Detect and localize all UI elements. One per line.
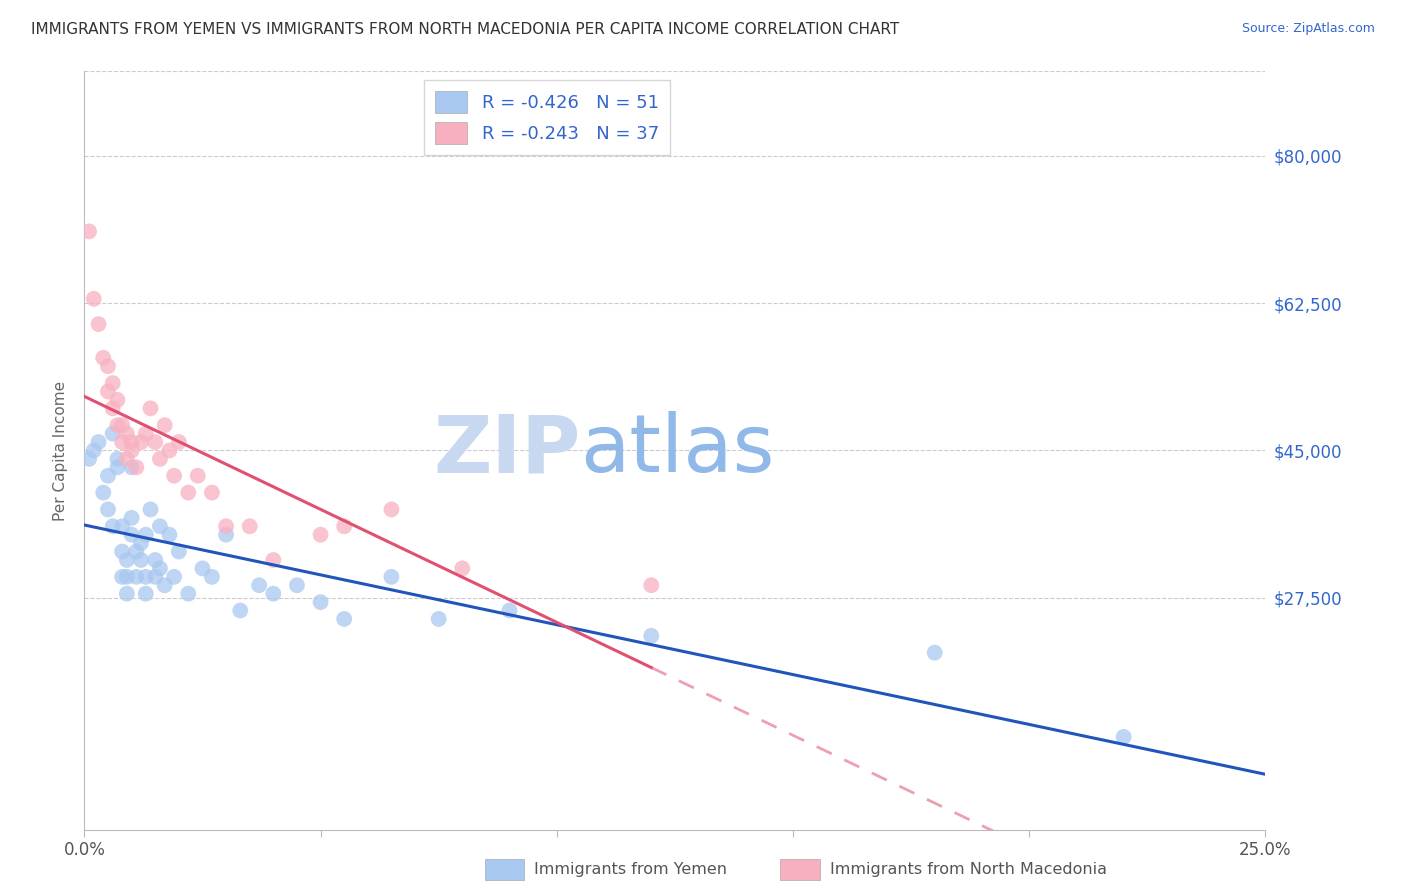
Point [167, 435, 190, 450]
Point [115, 451, 138, 466]
Point [91, 485, 114, 500]
Point [229, 603, 252, 617]
Point [111, 435, 134, 450]
Point [640, 629, 662, 643]
Point [107, 460, 129, 475]
Point [111, 570, 134, 584]
Point [333, 612, 356, 626]
Point [101, 426, 124, 441]
Point [111, 418, 134, 433]
Point [1112, 730, 1135, 744]
Point [451, 561, 474, 575]
Point [309, 595, 332, 609]
Point [107, 451, 129, 466]
Point [924, 646, 946, 660]
Point [115, 587, 138, 601]
Point [380, 502, 402, 516]
Point [139, 502, 162, 516]
Point [97, 468, 120, 483]
Point [163, 570, 186, 584]
Point [262, 587, 284, 601]
Point [167, 544, 190, 558]
Point [87, 317, 110, 331]
Text: Source: ZipAtlas.com: Source: ZipAtlas.com [1241, 22, 1375, 36]
Text: ZIP: ZIP [433, 411, 581, 490]
Point [139, 401, 162, 416]
Point [121, 435, 143, 450]
Point [77, 224, 100, 238]
Point [247, 578, 270, 592]
Point [115, 570, 138, 584]
Point [163, 468, 186, 483]
Point [115, 553, 138, 567]
Point [121, 460, 143, 475]
Point [135, 527, 157, 541]
Point [177, 587, 200, 601]
Point [135, 426, 157, 441]
Point [115, 426, 138, 441]
Point [97, 502, 120, 516]
Point [135, 587, 157, 601]
Point [125, 460, 148, 475]
Point [143, 553, 166, 567]
Text: IMMIGRANTS FROM YEMEN VS IMMIGRANTS FROM NORTH MACEDONIA PER CAPITA INCOME CORRE: IMMIGRANTS FROM YEMEN VS IMMIGRANTS FROM… [31, 22, 900, 37]
Point [149, 451, 172, 466]
Point [143, 435, 166, 450]
Point [97, 359, 120, 374]
Legend: R = -0.426   N = 51, R = -0.243   N = 37: R = -0.426 N = 51, R = -0.243 N = 37 [425, 80, 669, 155]
Point [380, 570, 402, 584]
Point [309, 527, 332, 541]
Point [129, 536, 152, 550]
Point [111, 544, 134, 558]
Point [498, 603, 520, 617]
Point [111, 519, 134, 533]
Point [285, 578, 308, 592]
Point [107, 392, 129, 407]
Point [101, 519, 124, 533]
Point [125, 570, 148, 584]
Point [191, 561, 214, 575]
Point [239, 519, 262, 533]
Point [101, 401, 124, 416]
Point [157, 527, 180, 541]
Point [187, 468, 209, 483]
Point [121, 511, 143, 525]
Point [201, 485, 224, 500]
Point [177, 485, 200, 500]
Y-axis label: Per Capita Income: Per Capita Income [53, 380, 69, 521]
Point [129, 553, 152, 567]
Text: Immigrants from Yemen: Immigrants from Yemen [534, 863, 727, 877]
Point [101, 376, 124, 390]
Point [157, 443, 180, 458]
Point [201, 570, 224, 584]
Text: Immigrants from North Macedonia: Immigrants from North Macedonia [830, 863, 1107, 877]
Point [262, 553, 284, 567]
Point [215, 527, 238, 541]
Point [143, 570, 166, 584]
Point [427, 612, 450, 626]
Point [83, 292, 105, 306]
Point [149, 561, 172, 575]
Point [149, 519, 172, 533]
Point [153, 418, 176, 433]
Point [125, 544, 148, 558]
Point [135, 570, 157, 584]
Point [333, 519, 356, 533]
Point [129, 435, 152, 450]
Text: atlas: atlas [581, 411, 775, 490]
Point [97, 384, 120, 399]
Point [640, 578, 662, 592]
Point [153, 578, 176, 592]
Point [87, 435, 110, 450]
Point [91, 351, 114, 365]
Point [83, 443, 105, 458]
Point [215, 519, 238, 533]
Point [121, 443, 143, 458]
Point [77, 451, 100, 466]
Point [121, 527, 143, 541]
Point [107, 418, 129, 433]
